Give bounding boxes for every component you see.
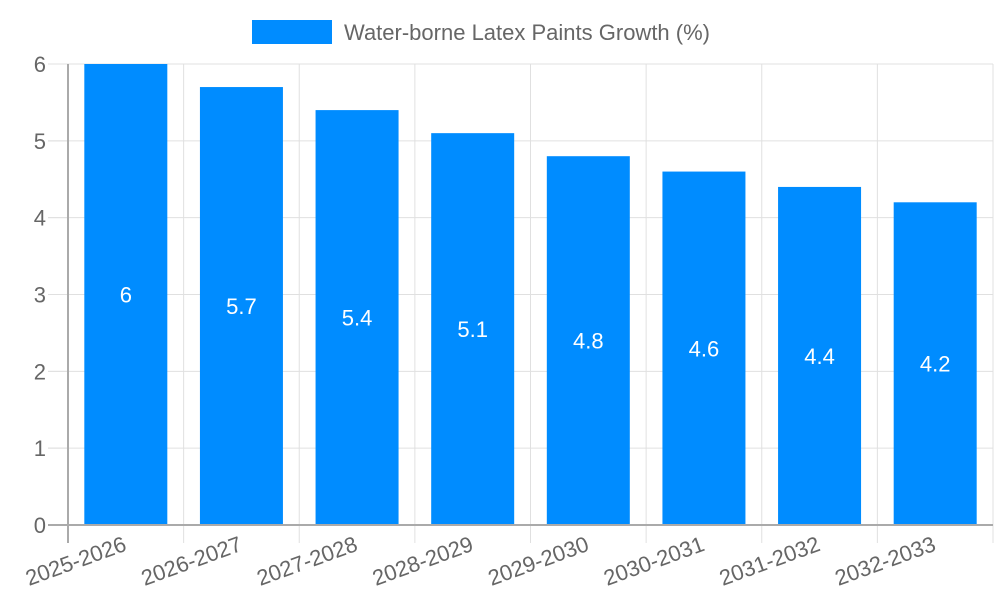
x-tick-label: 2032-2033 [831,531,938,590]
x-tick-label: 2031-2032 [716,531,823,590]
bar [893,202,977,526]
y-tick-label: 0 [34,513,46,538]
y-tick-label: 2 [34,359,46,384]
data-label: 4.8 [573,329,604,354]
bar [662,171,746,526]
data-label: 4.4 [804,344,835,369]
legend-label: Water-borne Latex Paints Growth (%) [344,20,710,45]
y-tick-label: 4 [34,206,46,231]
data-label: 5.7 [226,294,257,319]
bar [315,110,399,525]
data-label: 5.4 [342,306,373,331]
x-tick-label: 2027-2028 [253,531,360,590]
x-tick-label: 2030-2031 [600,531,707,590]
y-tick-label: 6 [34,52,46,77]
data-label: 4.6 [689,336,720,361]
x-tick-label: 2029-2030 [485,531,592,590]
bar [778,186,862,525]
data-label: 6 [120,283,132,308]
legend[interactable]: Water-borne Latex Paints Growth (%) [252,20,710,45]
y-tick-label: 1 [34,436,46,461]
y-tick-label: 5 [34,129,46,154]
data-label: 4.2 [920,352,951,377]
data-label: 5.1 [457,317,488,342]
bar [431,133,515,525]
y-tick-label: 3 [34,283,46,308]
legend-swatch [252,20,332,44]
x-tick-label: 2026-2027 [138,531,245,590]
bar [546,156,630,525]
bar [84,64,168,525]
x-tick-label: 2028-2029 [369,531,476,590]
x-tick-label: 2025-2026 [22,531,129,590]
bar [199,87,283,526]
